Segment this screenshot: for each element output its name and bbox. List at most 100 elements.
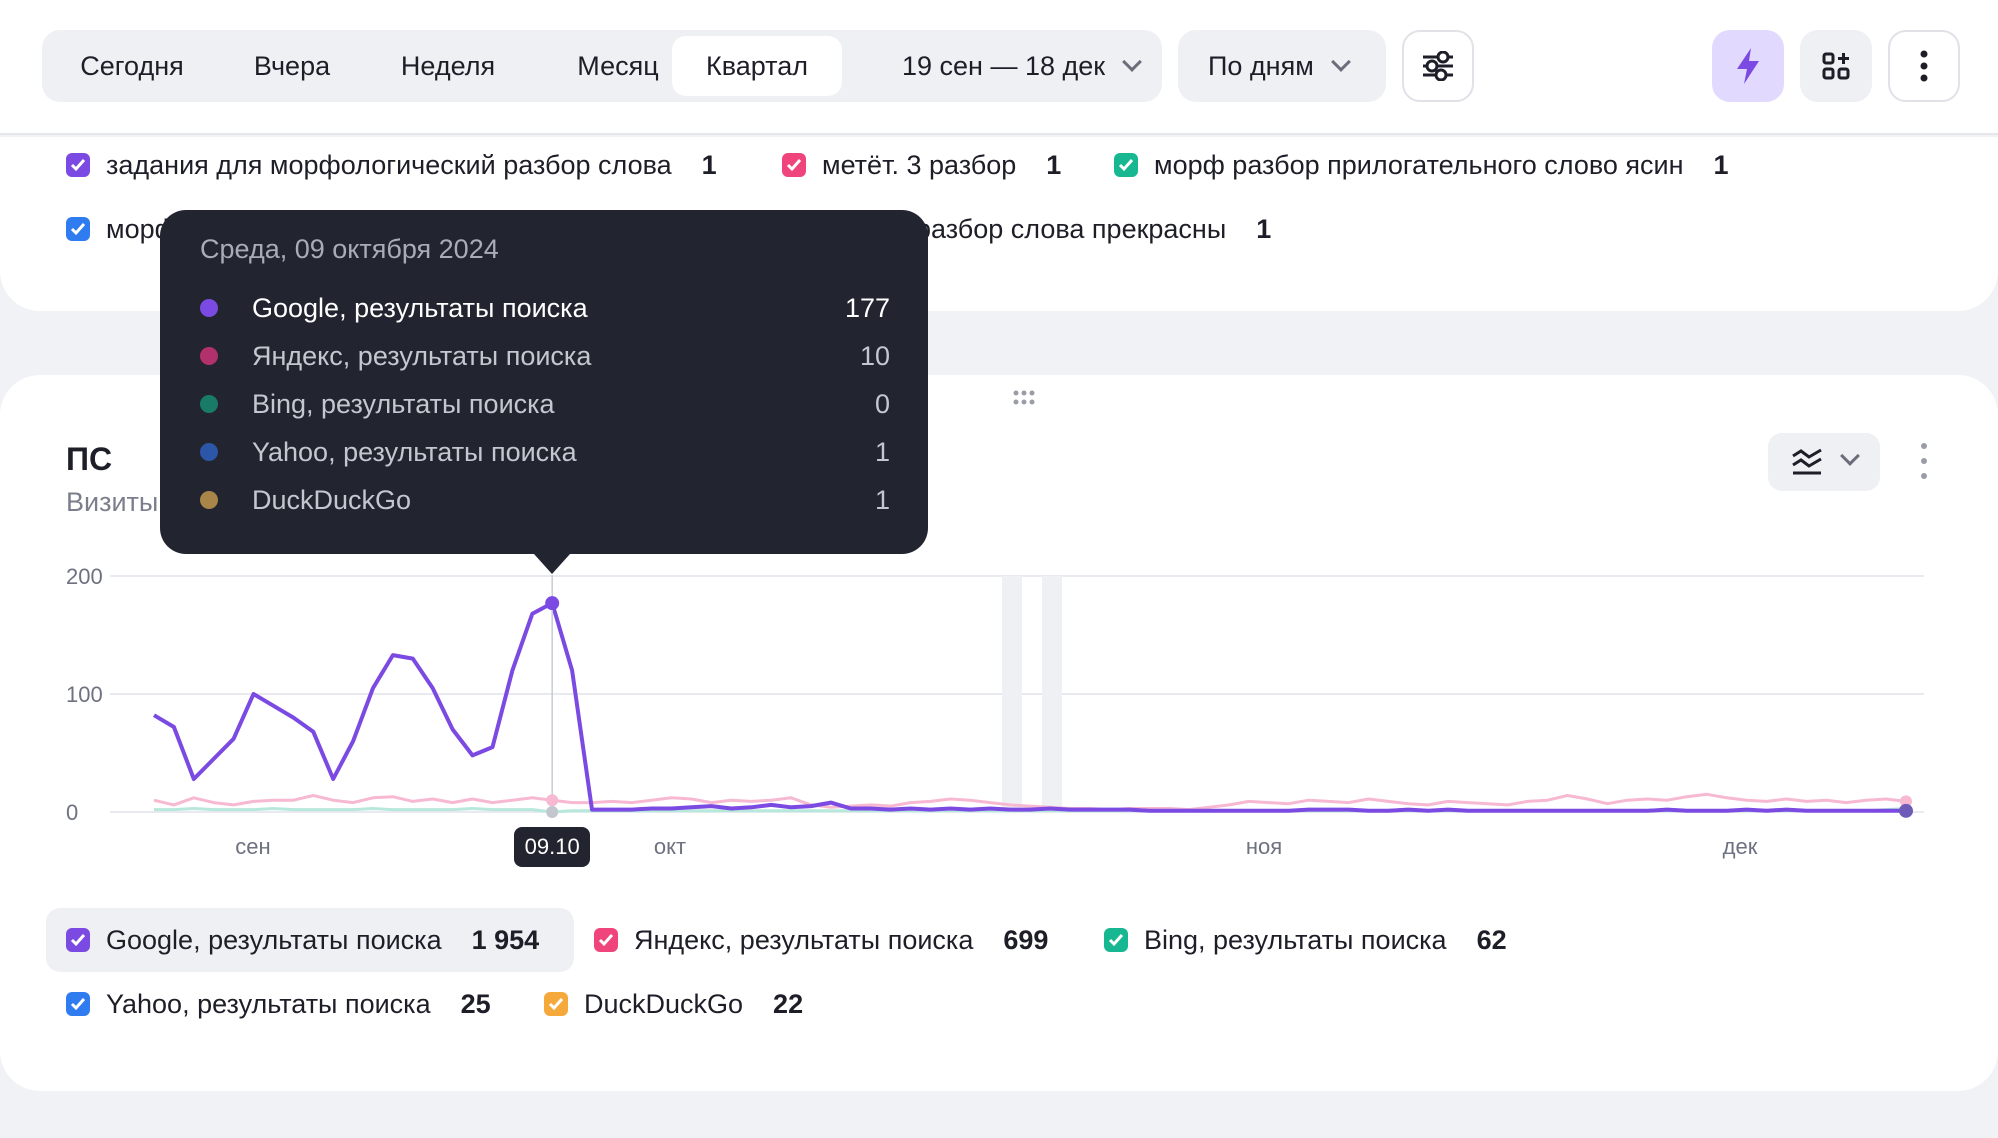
tooltip-series-value: 0 <box>874 388 890 419</box>
legend-label: DuckDuckGo <box>584 988 744 1019</box>
tooltip-series-value: 1 <box>874 436 890 467</box>
tooltip-series-name: Google, результаты поиска <box>252 292 588 323</box>
chart-series <box>152 601 1907 814</box>
legend-item[interactable]: метёт. 3 разбор 1 <box>782 142 1061 188</box>
more-vertical-icon <box>1920 50 1928 82</box>
checkbox-icon[interactable] <box>66 153 90 177</box>
legend-count: 1 <box>1713 149 1729 180</box>
weekend-band <box>1042 576 1062 812</box>
legend-item-google[interactable]: Google, результаты поиска 1 954 <box>66 917 539 963</box>
legend-count: 25 <box>460 988 491 1019</box>
tooltip-date: Среда, 09 октября 2024 <box>200 234 499 264</box>
x-tick-label: окт <box>654 834 686 859</box>
y-tick-label: 200 <box>66 564 103 589</box>
legend-item[interactable]: разбор слова прекрасны 1 <box>916 206 1271 252</box>
period-week[interactable]: Неделя <box>400 51 496 81</box>
legend-count: 699 <box>1003 924 1049 955</box>
tooltip-row: Яндекс, результаты поиска 10 <box>200 336 890 376</box>
card-more-button[interactable] <box>1914 439 1934 483</box>
hover-point <box>546 806 559 818</box>
legend-count: 1 <box>1046 149 1062 180</box>
legend-item-duckduckgo[interactable]: DuckDuckGo 22 <box>544 981 803 1027</box>
series-line <box>152 601 1906 813</box>
lightning-icon <box>1737 48 1759 84</box>
checkbox-icon[interactable] <box>544 992 568 1016</box>
y-tick-label: 0 <box>66 800 78 825</box>
legend-label: Google, результаты поиска <box>106 924 442 955</box>
drag-handle-icon[interactable] <box>1012 389 1036 407</box>
legend-label: разбор слова прекрасны <box>916 213 1227 244</box>
legend-label: морф разбор прилогательного слово ясин <box>1154 149 1684 180</box>
legend-label: Yahoo, результаты поиска <box>106 988 431 1019</box>
checkbox-icon[interactable] <box>66 217 90 241</box>
legend-item[interactable]: задания для морфологический разбор слова… <box>66 142 717 188</box>
series-dot-icon <box>200 395 218 413</box>
checkbox-icon[interactable] <box>594 928 618 952</box>
visits-line-chart[interactable]: 0 100 200 сен окт ноя дек <box>0 540 1998 880</box>
legend-count: 1 <box>1256 213 1272 244</box>
series-dot-icon <box>200 299 218 317</box>
card-subtitle: Визиты <box>66 487 159 517</box>
series-dot-icon <box>200 347 218 365</box>
tooltip-arrow <box>534 554 571 574</box>
tooltip-series-value: 177 <box>844 292 890 323</box>
legend-count: 22 <box>773 988 804 1019</box>
chevron-down-icon <box>1330 52 1351 72</box>
legend-label: Bing, результаты поиска <box>1144 924 1447 955</box>
filters-button[interactable] <box>1402 30 1474 102</box>
legend-item-yandex[interactable]: Яндекс, результаты поиска 699 <box>594 917 1048 963</box>
grouping-label: По дням <box>1208 51 1314 81</box>
y-tick-label: 100 <box>66 682 103 707</box>
legend-label: Яндекс, результаты поиска <box>634 924 974 955</box>
legend-item-bing[interactable]: Bing, результаты поиска 62 <box>1104 917 1507 963</box>
period-switcher: Сегодня Вчера Неделя Месяц Квартал 19 се… <box>42 30 1162 102</box>
tooltip-series-value: 1 <box>874 484 890 515</box>
period-yesterday[interactable]: Вчера <box>253 51 331 81</box>
weekend-band <box>1002 576 1022 812</box>
sliders-icon <box>1423 51 1453 81</box>
line-chart-icon <box>1792 448 1822 475</box>
hover-point <box>545 596 560 611</box>
x-tick-label: ноя <box>1246 834 1282 859</box>
grouping-select[interactable]: По дням <box>1178 30 1386 102</box>
x-tick-label: сен <box>235 834 270 859</box>
legend-item[interactable]: морф разбор прилогательного слово ясин 1 <box>1114 142 1729 188</box>
legend-label: метёт. 3 разбор <box>822 149 1017 180</box>
tooltip-series-name: Bing, результаты поиска <box>252 388 555 419</box>
legend-highlight <box>46 908 574 972</box>
chart-type-select[interactable] <box>1768 433 1880 491</box>
tooltip-series-name: Yahoo, результаты поиска <box>252 436 577 467</box>
legend-count: 1 <box>701 149 717 180</box>
toolbar: Сегодня Вчера Неделя Месяц Квартал 19 се… <box>0 0 1998 135</box>
checkbox-icon[interactable] <box>1114 153 1138 177</box>
checkbox-icon[interactable] <box>66 928 90 952</box>
series-dot-icon <box>200 491 218 509</box>
date-range-picker[interactable]: 19 сен — 18 дек <box>848 36 1142 96</box>
legend-count: 1 954 <box>471 924 540 955</box>
period-month[interactable]: Месяц <box>577 51 659 81</box>
checkbox-icon[interactable] <box>1104 928 1128 952</box>
legend-item-yahoo[interactable]: Yahoo, результаты поиска 25 <box>66 981 491 1027</box>
end-point <box>1899 803 1913 818</box>
x-tick-label: дек <box>1723 834 1758 859</box>
end-point <box>1900 795 1912 808</box>
lightning-button[interactable] <box>1712 30 1784 102</box>
checkbox-icon[interactable] <box>66 992 90 1016</box>
legend-label: задания для морфологический разбор слова <box>106 149 672 180</box>
chart-markers <box>545 596 1913 818</box>
chart-weekend-bands <box>1002 576 1062 812</box>
period-today[interactable]: Сегодня <box>80 51 184 81</box>
more-menu-button[interactable] <box>1888 30 1960 102</box>
chart-ticks: 0 100 200 сен окт ноя дек <box>66 564 1758 859</box>
checkbox-icon[interactable] <box>782 153 806 177</box>
chart-tooltip: Среда, 09 октября 2024 Google, результат… <box>160 210 928 554</box>
hover-point <box>546 794 559 807</box>
tooltip-row: DuckDuckGo 1 <box>200 480 890 520</box>
period-quarter[interactable]: Квартал <box>672 36 842 96</box>
widgets-icon <box>1822 52 1850 80</box>
tooltip-row: Yahoo, результаты поиска 1 <box>200 432 890 472</box>
card-title: ПС <box>66 441 113 477</box>
widgets-button[interactable] <box>1800 30 1872 102</box>
tooltip-series-name: DuckDuckGo <box>252 484 412 515</box>
search-engines-card: ПС Визиты Google, результаты поиска 1 95… <box>0 375 1998 1091</box>
